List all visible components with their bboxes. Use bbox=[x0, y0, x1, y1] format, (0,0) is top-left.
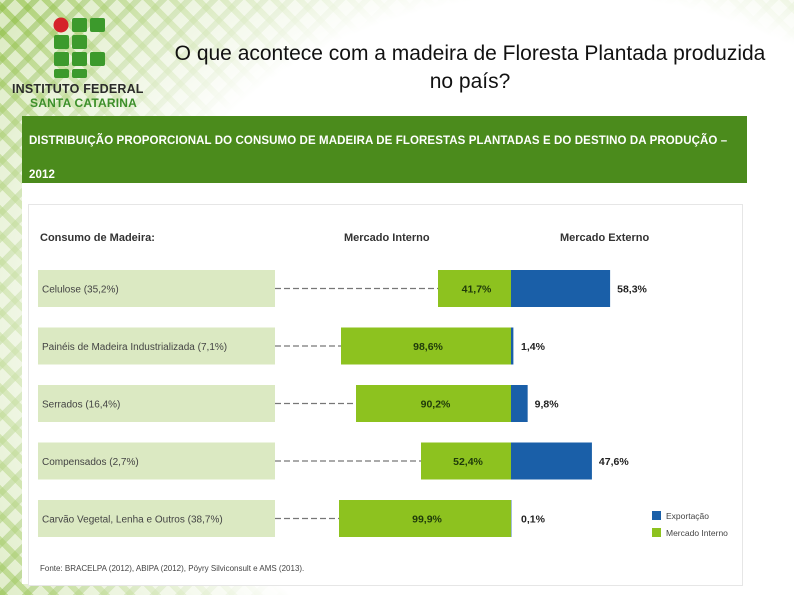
value-label-interno: 52,4% bbox=[453, 456, 483, 468]
category-box bbox=[38, 385, 275, 422]
value-label-exportacao: 9,8% bbox=[535, 399, 560, 411]
chart-title: DISTRIBUIÇÃO PROPORCIONAL DO CONSUMO DE … bbox=[29, 135, 728, 181]
bar-exportacao bbox=[511, 385, 528, 422]
bar-exportacao bbox=[511, 327, 514, 365]
legend-swatch bbox=[652, 528, 661, 537]
bar-mercado-interno bbox=[421, 442, 511, 480]
category-box bbox=[38, 442, 275, 480]
logo-text-campus: SANTA CATARINA bbox=[30, 96, 138, 110]
bar-mercado-interno bbox=[341, 327, 511, 365]
value-label-exportacao: 47,6% bbox=[599, 456, 629, 468]
category-label: Painéis de Madeira Industrializada (7,1%… bbox=[42, 342, 227, 353]
value-label-exportacao: 0,1% bbox=[521, 514, 546, 526]
bar-mercado-interno bbox=[356, 385, 511, 422]
value-label-interno: 98,6% bbox=[413, 341, 443, 353]
column-header-externo: Mercado Externo bbox=[560, 232, 650, 244]
value-label-exportacao: 58,3% bbox=[617, 284, 647, 296]
category-box bbox=[38, 500, 275, 537]
value-label-interno: 41,7% bbox=[462, 284, 492, 296]
value-label-interno: 90,2% bbox=[421, 399, 451, 411]
bar-mercado-interno bbox=[438, 270, 511, 307]
category-box bbox=[38, 327, 275, 365]
bar-mercado-interno bbox=[339, 500, 511, 537]
category-label: Celulose (35,2%) bbox=[42, 285, 119, 296]
logo-text-instituto: INSTITUTO FEDERAL bbox=[12, 82, 144, 96]
category-box bbox=[38, 270, 275, 307]
ifsc-logo: INSTITUTO FEDERAL SANTA CATARINA bbox=[12, 16, 162, 111]
chart-legend: Exportação Mercado Interno bbox=[652, 511, 728, 538]
bar-exportacao bbox=[511, 270, 611, 307]
value-label-exportacao: 1,4% bbox=[521, 341, 546, 353]
legend-label: Mercado Interno bbox=[666, 528, 728, 538]
slide-title: O que acontece com a madeira de Floresta… bbox=[174, 42, 766, 93]
category-label: Compensados (2,7%) bbox=[42, 457, 139, 468]
value-label-interno: 99,9% bbox=[412, 514, 442, 526]
chart-source: Fonte: BRACELPA (2012), ABIPA (2012), Pö… bbox=[40, 564, 304, 573]
legend-swatch bbox=[652, 511, 661, 520]
bar-exportacao bbox=[511, 442, 592, 480]
column-header-interno: Mercado Interno bbox=[344, 232, 430, 244]
logo-red-circle bbox=[53, 17, 69, 33]
category-label: Carvão Vegetal, Lenha e Outros (38,7%) bbox=[42, 515, 223, 526]
category-label: Serrados (16,4%) bbox=[42, 400, 120, 411]
ifsc-logo-mark bbox=[53, 17, 105, 78]
column-header-consumo: Consumo de Madeira: bbox=[40, 232, 155, 244]
legend-label: Exportação bbox=[666, 511, 709, 521]
chart-rows: Celulose (35,2%) 41,7% 58,3% Painéis de Mad… bbox=[38, 270, 648, 537]
chart-header: DISTRIBUIÇÃO PROPORCIONAL DO CONSUMO DE … bbox=[22, 116, 747, 183]
